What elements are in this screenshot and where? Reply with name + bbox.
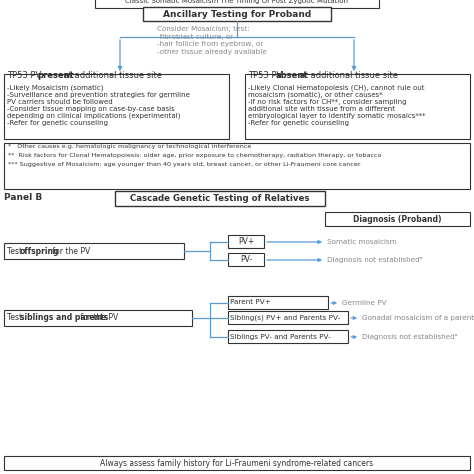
Text: Cascade Genetic Testing of Relatives: Cascade Genetic Testing of Relatives bbox=[130, 194, 310, 203]
Text: for the PV: for the PV bbox=[50, 246, 90, 255]
Text: offspring: offspring bbox=[20, 246, 60, 255]
Text: Consider Mosaicism; test:: Consider Mosaicism; test: bbox=[157, 26, 250, 32]
Text: **  Risk factors for Clonal Hematopoiesis: older age, prior exposure to chemothe: ** Risk factors for Clonal Hematopoiesis… bbox=[8, 153, 382, 157]
Text: Diagnosis not establishedᵃ: Diagnosis not establishedᵃ bbox=[362, 334, 457, 340]
Text: at additional tissue site: at additional tissue site bbox=[297, 71, 398, 80]
Text: TP53 PV: TP53 PV bbox=[7, 71, 44, 80]
Bar bbox=[4, 74, 229, 139]
Text: Diagnosis not establishedᵃ: Diagnosis not establishedᵃ bbox=[327, 257, 423, 263]
Text: Panel B: Panel B bbox=[4, 192, 42, 201]
Text: Test: Test bbox=[7, 313, 25, 322]
Text: -fibroblast culture, or: -fibroblast culture, or bbox=[157, 34, 233, 39]
Text: siblings and parents: siblings and parents bbox=[20, 313, 108, 322]
Bar bbox=[95, 0, 379, 8]
Text: TP53 PV: TP53 PV bbox=[248, 71, 285, 80]
Text: -hair follicle from eyebrow, or: -hair follicle from eyebrow, or bbox=[157, 41, 263, 47]
Text: Always assess family history for Li-Fraumeni syndrome-related cancers: Always assess family history for Li-Frau… bbox=[100, 458, 374, 467]
Text: Classic Somatic Mosaicism The Timing Of Post Zygotic Mutation: Classic Somatic Mosaicism The Timing Of … bbox=[126, 0, 348, 4]
Text: Gonadal mosaicism of a parent: Gonadal mosaicism of a parent bbox=[362, 315, 474, 321]
Bar bbox=[228, 296, 328, 309]
Bar bbox=[228, 253, 264, 266]
Text: -other tissue already available: -other tissue already available bbox=[157, 48, 267, 55]
Bar bbox=[115, 191, 325, 206]
Text: present: present bbox=[37, 71, 74, 80]
Bar bbox=[228, 311, 348, 324]
Text: -Likely Mosaicism (somatic)
-Surveillance and prevention strategies for germline: -Likely Mosaicism (somatic) -Surveillanc… bbox=[7, 84, 190, 126]
Bar bbox=[4, 243, 184, 259]
Bar bbox=[143, 7, 331, 21]
Bar bbox=[245, 74, 470, 139]
Text: absent: absent bbox=[276, 71, 309, 80]
Bar bbox=[325, 212, 470, 226]
Bar bbox=[4, 310, 192, 326]
Text: at additional tissue site: at additional tissue site bbox=[61, 71, 162, 80]
Bar bbox=[228, 330, 348, 343]
Text: Ancillary Testing for Proband: Ancillary Testing for Proband bbox=[163, 9, 311, 18]
Text: Test: Test bbox=[7, 246, 25, 255]
Text: Somatic mosaicism: Somatic mosaicism bbox=[327, 239, 397, 245]
Text: PV+: PV+ bbox=[238, 237, 254, 246]
Text: Germline PV: Germline PV bbox=[342, 300, 387, 306]
Text: Siblings PV- and Parents PV-: Siblings PV- and Parents PV- bbox=[230, 334, 331, 339]
Text: -Likely Clonal Hematopoiesis (CH), cannot rule out
mosaicism (somatic), or other: -Likely Clonal Hematopoiesis (CH), canno… bbox=[248, 84, 426, 126]
Text: Sibling(s) PV+ and Parents PV-: Sibling(s) PV+ and Parents PV- bbox=[230, 314, 340, 321]
Text: Parent PV+: Parent PV+ bbox=[230, 300, 271, 306]
Bar bbox=[4, 143, 470, 189]
Bar bbox=[4, 456, 470, 470]
Text: *   Other causes e.g. hematologic malignancy or technological interference: * Other causes e.g. hematologic malignan… bbox=[8, 144, 251, 148]
Text: PV-: PV- bbox=[240, 255, 252, 264]
Bar bbox=[228, 235, 264, 248]
Text: Diagnosis (Proband): Diagnosis (Proband) bbox=[353, 215, 441, 224]
Text: *** Suggestive of Mosaicism: age younger than 40 years old, breast cancer, or ot: *** Suggestive of Mosaicism: age younger… bbox=[8, 162, 361, 166]
Text: for the PV: for the PV bbox=[78, 313, 118, 322]
